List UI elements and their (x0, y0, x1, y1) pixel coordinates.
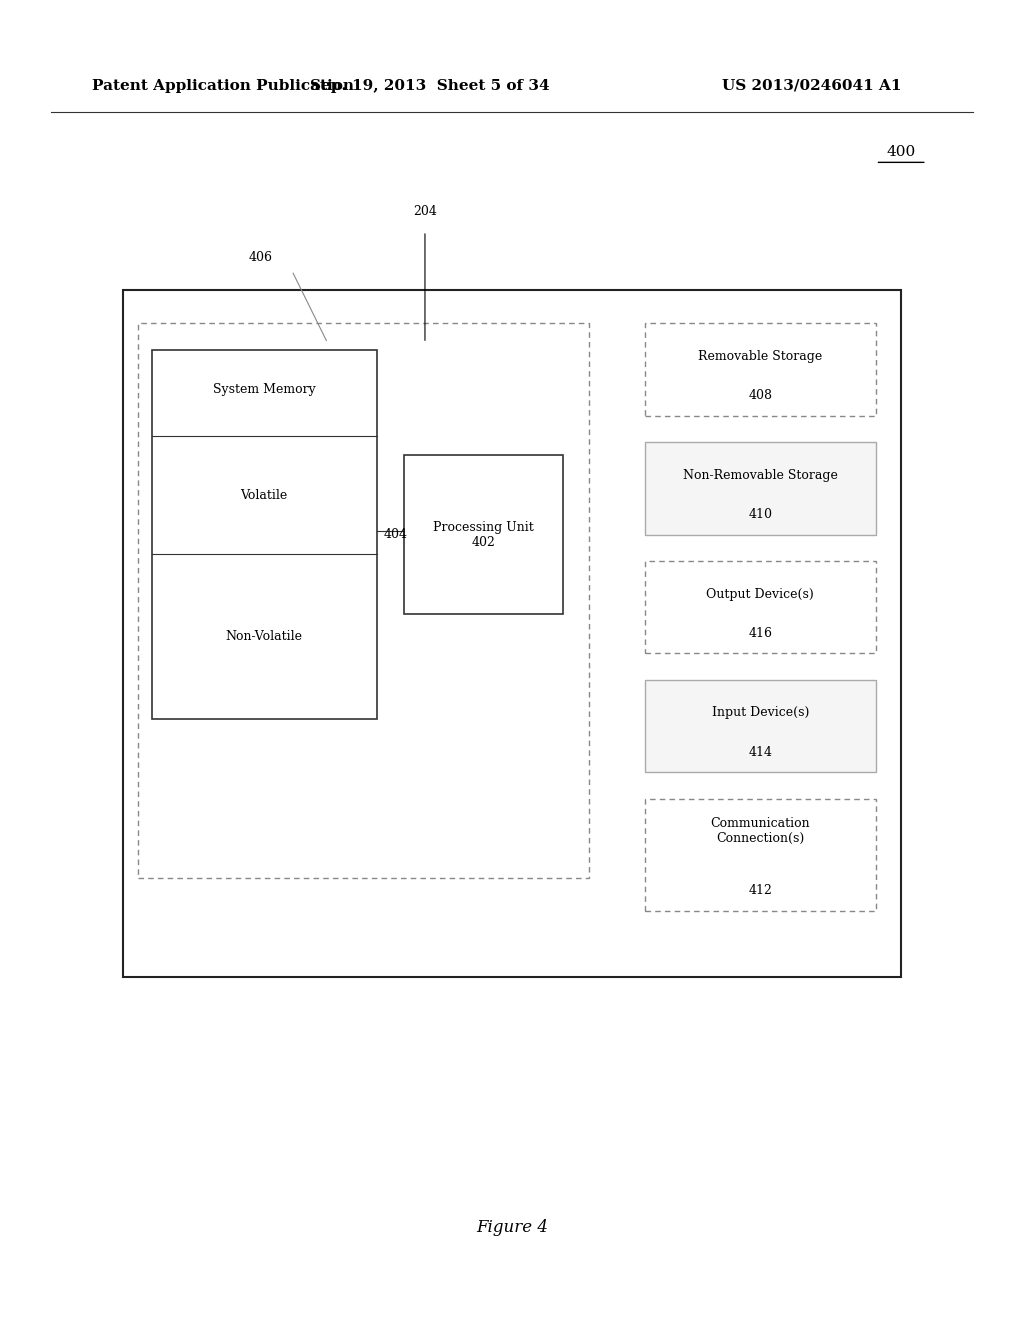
Text: 204: 204 (413, 205, 437, 218)
Bar (123, 290, 901, 977)
Text: 406: 406 (249, 251, 273, 264)
Bar (138, 323, 589, 878)
Text: Communication
Connection(s): Communication Connection(s) (711, 817, 810, 845)
Text: Sep. 19, 2013  Sheet 5 of 34: Sep. 19, 2013 Sheet 5 of 34 (310, 79, 550, 92)
Text: Non-Removable Storage: Non-Removable Storage (683, 469, 838, 482)
Bar (645, 799, 876, 911)
Text: Non-Volatile: Non-Volatile (225, 631, 303, 643)
Text: 416: 416 (749, 627, 772, 640)
Text: Output Device(s): Output Device(s) (707, 587, 814, 601)
Text: 404: 404 (384, 528, 408, 541)
Bar (645, 561, 876, 653)
Bar (645, 442, 876, 535)
Text: Volatile: Volatile (241, 488, 288, 502)
Text: 412: 412 (749, 884, 772, 898)
Bar (152, 350, 377, 719)
Text: Removable Storage: Removable Storage (698, 350, 822, 363)
Text: 408: 408 (749, 389, 772, 403)
Text: Figure 4: Figure 4 (476, 1220, 548, 1236)
Text: System Memory: System Memory (213, 383, 315, 396)
Text: 400: 400 (887, 145, 915, 158)
Bar (645, 323, 876, 416)
Text: Input Device(s): Input Device(s) (712, 706, 809, 719)
Text: 410: 410 (749, 508, 772, 521)
Text: Patent Application Publication: Patent Application Publication (92, 79, 354, 92)
Text: Processing Unit
402: Processing Unit 402 (433, 520, 535, 549)
Bar (645, 680, 876, 772)
Bar (404, 455, 563, 614)
Text: 414: 414 (749, 746, 772, 759)
Text: US 2013/0246041 A1: US 2013/0246041 A1 (722, 79, 901, 92)
